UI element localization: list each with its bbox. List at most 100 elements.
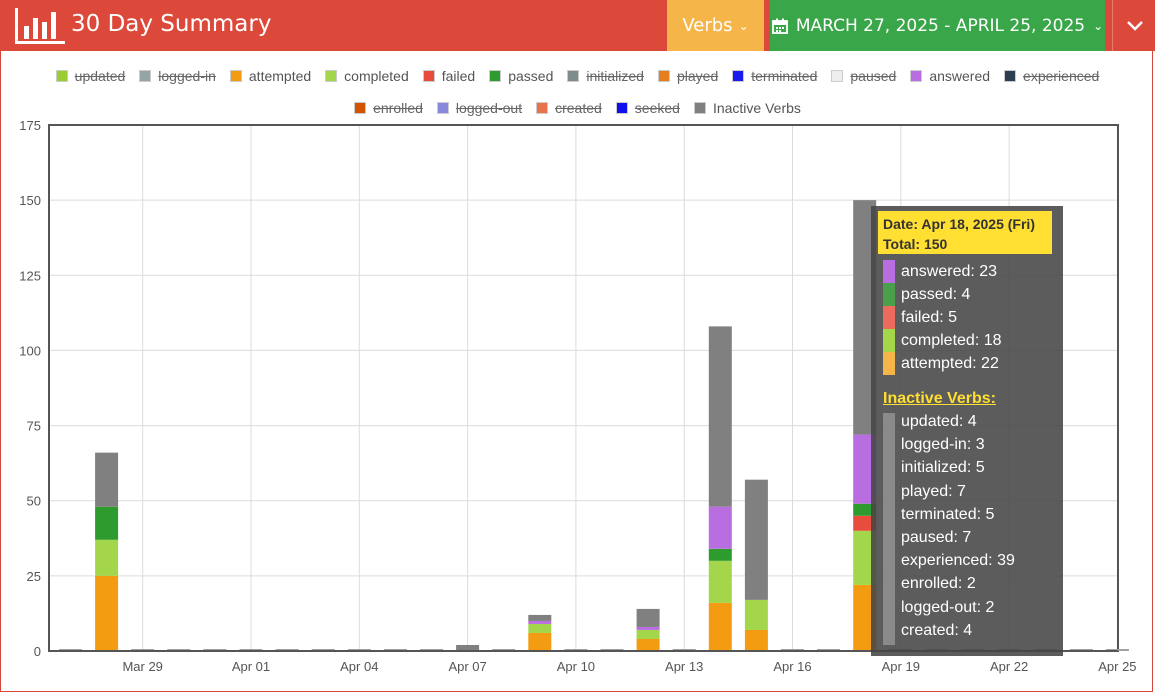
legend-label: completed — [344, 68, 409, 84]
tooltip-active-text: attempted: 22 — [901, 354, 999, 372]
legend-item-seeked[interactable]: seeked — [615, 100, 680, 116]
legend-swatch — [489, 70, 502, 82]
y-tick-label: 50 — [27, 494, 41, 509]
tooltip-active-text: passed: 4 — [901, 285, 971, 303]
bar-segment-inactive-verbs — [636, 608, 660, 627]
legend-label: experienced — [1023, 68, 1100, 84]
bar-segment-attempted — [528, 632, 552, 651]
tooltip-active-row: failed: 5 — [883, 306, 957, 329]
tooltip-inactive-row: created: 4 — [901, 621, 973, 639]
tooltip-active-row: completed: 18 — [883, 329, 1002, 352]
legend-item-paused[interactable]: paused — [831, 68, 896, 84]
tooltip-active-row: attempted: 22 — [883, 352, 999, 375]
y-tick-label: 175 — [19, 118, 41, 133]
bar-segment-passed — [708, 548, 732, 561]
legend-item-enrolled[interactable]: enrolled — [354, 100, 423, 116]
legend-swatch — [422, 70, 435, 82]
bar-segment-completed — [636, 629, 660, 639]
legend-swatch — [910, 70, 923, 82]
bar-segment-inactive-verbs — [95, 452, 119, 507]
tooltip-active-text: completed: 18 — [901, 331, 1002, 349]
legend-label: attempted — [248, 68, 312, 84]
legend-item-logged-in[interactable]: logged-in — [139, 68, 216, 84]
legend-item-inactive-verbs[interactable]: Inactive Verbs — [693, 100, 801, 116]
legend-swatch — [55, 70, 68, 82]
bar-chart-icon — [15, 8, 65, 44]
legend-label: logged-out — [455, 100, 523, 116]
y-tick-label: 100 — [19, 343, 41, 358]
legend-label: paused — [850, 68, 897, 84]
bar-segment-completed — [528, 623, 552, 633]
legend-item-answered[interactable]: answered — [910, 68, 990, 84]
legend-item-initialized[interactable]: initialized — [567, 68, 644, 84]
tooltip-active-row: answered: 23 — [883, 260, 997, 283]
bar-segment-attempted — [636, 638, 660, 651]
date-range-picker[interactable]: MARCH 27, 2025 - APRIL 25, 2025 ⌄ — [770, 0, 1105, 51]
bar-segment-inactive-verbs — [528, 614, 552, 621]
x-tick-label: Apr 10 — [557, 659, 595, 674]
bar-segment-passed — [95, 506, 119, 540]
bar-segment-attempted — [744, 629, 768, 651]
legend-swatch — [354, 102, 367, 114]
legend-swatch — [536, 102, 549, 114]
bar-segment-completed — [744, 599, 768, 630]
calendar-icon — [771, 18, 788, 34]
legend-item-attempted[interactable]: attempted — [229, 68, 312, 84]
tooltip-swatch — [883, 306, 895, 329]
tooltip-active-text: answered: 23 — [901, 262, 998, 280]
bar-segment-failed — [853, 515, 877, 531]
legend-item-played[interactable]: played — [657, 68, 718, 84]
bar-segment-inactive-verbs — [708, 326, 732, 507]
legend-label: seeked — [634, 100, 680, 116]
legend-label: logged-in — [158, 68, 216, 84]
tooltip-inactive-row: initialized: 5 — [901, 459, 985, 477]
tooltip-total: Total: 150 — [883, 236, 948, 252]
legend-item-logged-out[interactable]: logged-out — [436, 100, 523, 116]
legend-swatch — [229, 70, 242, 82]
header-bar: 30 Day Summary Verbs ⌄ MARCH 27, 2025 - … — [0, 0, 1155, 51]
legend-item-completed[interactable]: completed — [325, 68, 409, 84]
tooltip-active-text: failed: 5 — [901, 308, 958, 326]
legend-item-experienced[interactable]: experienced — [1004, 68, 1099, 84]
legend-swatch — [1004, 70, 1017, 82]
tooltip-inactive-row: played: 7 — [901, 482, 966, 500]
tooltip-swatch — [883, 329, 895, 352]
tooltip-inactive-row: experienced: 39 — [901, 552, 1015, 570]
legend-label: updated — [74, 68, 126, 84]
legend-swatch — [831, 70, 844, 82]
legend-label: answered — [929, 68, 991, 84]
menu-dropdown-button[interactable] — [1112, 0, 1155, 51]
bar-segment-completed — [853, 530, 877, 585]
tooltip-inactive-row: updated: 4 — [901, 413, 977, 430]
bar-segment-inactive-verbs — [456, 644, 480, 651]
date-range-label: MARCH 27, 2025 - APRIL 25, 2025 — [795, 15, 1086, 36]
legend-swatch — [325, 70, 338, 82]
bar-segment-attempted — [708, 602, 732, 651]
tooltip-date: Date: Apr 18, 2025 (Fri) — [883, 216, 1035, 232]
legend-item-created[interactable]: created — [536, 100, 602, 116]
legend-label: terminated — [751, 68, 818, 84]
legend-item-updated[interactable]: updated — [55, 68, 126, 84]
legend-label: failed — [441, 68, 476, 84]
y-tick-label: 75 — [27, 419, 41, 434]
legend-item-terminated[interactable]: terminated — [732, 68, 817, 84]
tooltip-active-row: passed: 4 — [883, 283, 970, 306]
verbs-dropdown[interactable]: Verbs ⌄ — [667, 0, 764, 51]
x-tick-label: Apr 25 — [1098, 659, 1136, 674]
tooltip-inactive-row: terminated: 5 — [901, 505, 995, 523]
x-tick-label: Apr 16 — [773, 659, 811, 674]
tooltip-swatch — [883, 260, 895, 283]
legend-item-failed[interactable]: failed — [422, 68, 476, 84]
legend-swatch — [567, 70, 580, 82]
chevron-down-icon — [1126, 20, 1143, 31]
x-tick-label: Apr 13 — [665, 659, 703, 674]
x-tick-label: Apr 04 — [340, 659, 378, 674]
legend-item-passed[interactable]: passed — [489, 68, 553, 84]
bar-segment-answered — [708, 506, 732, 549]
tooltip-header: Date: Apr 18, 2025 (Fri) Total: 150 — [878, 211, 1052, 254]
bar-segment-answered — [636, 626, 660, 630]
bar-segment-answered — [853, 434, 877, 504]
tooltip-inactive-title: Inactive Verbs: — [883, 390, 996, 407]
chevron-down-icon: ⌄ — [1093, 18, 1104, 33]
x-tick-label: Apr 01 — [232, 659, 270, 674]
